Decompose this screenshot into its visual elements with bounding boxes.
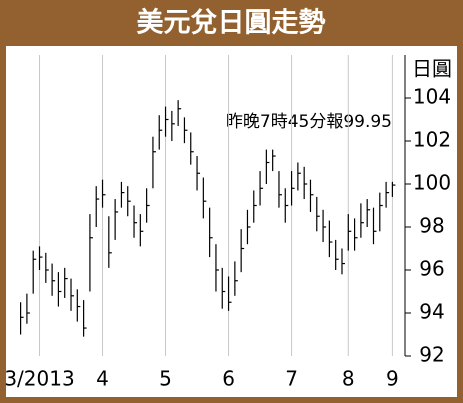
y-tick-label: 102 — [413, 128, 451, 152]
x-tick-label: 9 — [386, 367, 399, 391]
chart-title: 美元兌日圓走勢 — [137, 7, 326, 39]
x-tick-label: 3/2013 — [4, 367, 74, 391]
annotation: 昨晚7時45分報99.95 — [226, 112, 392, 132]
y-tick-label: 94 — [419, 300, 444, 324]
chart-panel — [6, 46, 457, 397]
y-tick-label: 104 — [413, 85, 451, 109]
x-tick-label: 4 — [96, 367, 109, 391]
y-tick-label: 96 — [419, 257, 444, 281]
x-tick-label: 8 — [342, 367, 355, 391]
y-tick-label: 100 — [413, 171, 451, 195]
y-tick-label: 92 — [419, 343, 444, 367]
x-tick-label: 7 — [285, 367, 298, 391]
x-tick-label: 6 — [222, 367, 235, 391]
y-tick-label: 98 — [419, 214, 444, 238]
x-tick-label: 5 — [159, 367, 172, 391]
y-axis-label: 日圓 — [412, 57, 452, 81]
